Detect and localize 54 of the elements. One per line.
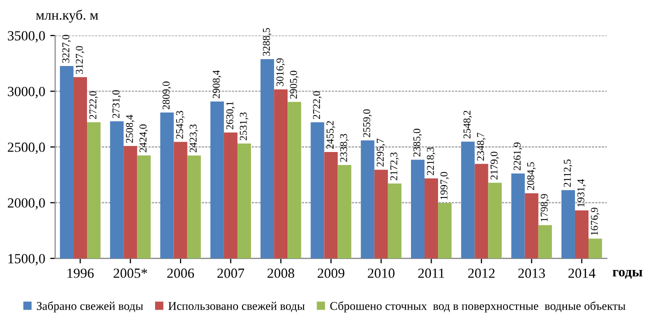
y-tick-label: 3000,0 — [8, 86, 45, 98]
data-label: 2172,3 — [390, 152, 399, 180]
data-label: 3127,0 — [76, 46, 84, 74]
data-label: 2455,2 — [326, 121, 336, 149]
data-label: 2423,3 — [190, 124, 198, 152]
x-axis-title: годы — [612, 270, 642, 279]
data-label: 1676,9 — [590, 208, 600, 235]
data-label: 2630,1 — [226, 102, 235, 130]
x-tick-label: 2010 — [368, 268, 394, 278]
data-label: 1798,9 — [540, 194, 550, 222]
data-label: 2218,3 — [426, 147, 436, 176]
data-label: 2731,0 — [112, 90, 121, 118]
y-tick-label: 2500,0 — [8, 142, 45, 154]
data-label: 2908,4 — [212, 70, 222, 98]
legend-label: Сброшено сточных вод в поверхностные водные объекты — [330, 301, 626, 312]
data-label: 3227,0 — [62, 34, 71, 63]
x-tick-label: 2008 — [268, 268, 294, 278]
data-label: 2385,0 — [413, 128, 422, 157]
data-label: 1931,4 — [577, 179, 586, 207]
data-label: 2508,4 — [126, 114, 134, 143]
x-tick-label: 2007 — [217, 268, 244, 278]
data-label: 2179,0 — [490, 152, 500, 180]
legend-label: Использовано свежей воды — [168, 302, 305, 312]
data-label: 2295,7 — [376, 138, 386, 166]
data-label: 2084,5 — [527, 162, 536, 190]
data-label: 2548,2 — [463, 110, 472, 138]
data-label: 2338,3 — [340, 134, 349, 162]
x-tick-label: 2005* — [114, 268, 148, 278]
data-label: 2809,0 — [162, 82, 172, 110]
data-label: 2722,0 — [89, 91, 98, 119]
x-tick-label: 2012 — [468, 268, 495, 278]
x-tick-label: 2006 — [167, 268, 194, 278]
data-label: 2531,3 — [240, 112, 248, 140]
data-label: 2424,0 — [140, 124, 148, 152]
x-tick-label: 1996 — [68, 268, 94, 278]
data-label: 2348,7 — [477, 132, 486, 161]
x-tick-label: 2009 — [318, 268, 344, 278]
data-label: 3288,5 — [262, 28, 272, 56]
data-label: 2722,0 — [313, 91, 322, 119]
y-tick-label: 3500,0 — [8, 31, 45, 42]
data-label: 3016,9 — [276, 58, 285, 86]
data-label: 2559,0 — [363, 109, 372, 138]
legend-label: Забрано свежей воды — [36, 301, 143, 312]
y-tick-label: 2000,0 — [8, 198, 45, 210]
data-label: 2112,5 — [564, 160, 572, 187]
data-label: 2905,0 — [290, 70, 298, 99]
y-axis-title: млн.куб. м — [36, 10, 98, 23]
data-label: 2545,3 — [176, 110, 185, 139]
x-tick-label: 2011 — [418, 268, 444, 278]
data-label: 1997,0 — [440, 172, 449, 200]
y-tick-label: 1500,0 — [8, 254, 45, 266]
x-tick-label: 2014 — [568, 268, 596, 278]
data-label: 2261,9 — [514, 142, 522, 170]
x-tick-label: 2013 — [518, 268, 545, 278]
